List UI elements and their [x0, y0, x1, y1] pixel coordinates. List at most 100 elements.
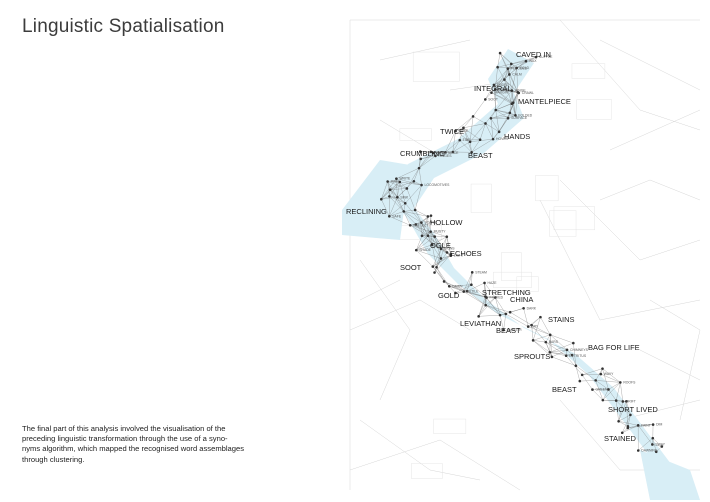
network-edge	[403, 203, 406, 212]
network-edge	[618, 421, 628, 427]
major-word-label: STRETCHING	[482, 288, 531, 297]
network-edge	[627, 425, 639, 429]
network-node	[517, 91, 521, 95]
network-edge	[510, 308, 524, 313]
network-edge	[416, 235, 429, 251]
building-outline	[412, 51, 460, 82]
network-edge	[434, 236, 442, 259]
network-edge	[616, 400, 619, 422]
network-edge	[396, 167, 420, 179]
network-edge	[421, 216, 429, 236]
network-edge	[485, 123, 500, 132]
network-node	[651, 423, 655, 426]
network-edge	[427, 235, 442, 249]
network-edge	[389, 196, 406, 204]
network-node	[408, 223, 412, 227]
network-node	[617, 419, 620, 423]
network-node	[508, 310, 512, 314]
major-word-label: BEAST	[496, 326, 521, 335]
network-edge	[490, 112, 510, 119]
network-edge	[495, 67, 498, 90]
network-edge	[513, 102, 516, 116]
network-edge	[459, 140, 472, 153]
network-edge	[545, 341, 567, 356]
minor-word-label: LOCOMOTIVES	[425, 183, 451, 187]
network-edge	[434, 258, 442, 273]
network-node	[429, 214, 433, 217]
network-edge	[397, 188, 407, 198]
network-node	[445, 251, 449, 254]
network-edge	[455, 127, 464, 132]
network-edge	[421, 215, 432, 223]
network-node	[417, 166, 421, 170]
minor-word-label: RISE	[391, 180, 400, 184]
network-edge	[499, 53, 510, 75]
network-edge	[492, 118, 509, 140]
network-edge	[485, 109, 496, 124]
network-edge	[508, 115, 516, 119]
network-node	[578, 379, 582, 383]
network-edge	[626, 401, 631, 415]
network-node	[430, 243, 434, 247]
network-edge	[387, 181, 391, 190]
network-edge	[525, 56, 537, 62]
network-node	[419, 157, 423, 161]
network-edge	[433, 151, 453, 154]
river-band	[388, 49, 674, 468]
network-edge	[592, 389, 603, 401]
network-edge	[471, 139, 481, 153]
minor-word-label: SCARS	[424, 221, 436, 225]
caption-line: nyms algorithm, which mapped the recogni…	[22, 444, 245, 454]
network-edge	[602, 389, 609, 401]
network-node	[515, 66, 518, 70]
network-edge	[510, 312, 532, 326]
network-edge	[452, 141, 471, 153]
network-edge	[491, 92, 514, 103]
network-edge	[459, 127, 464, 141]
network-edge	[420, 152, 446, 160]
network-edge	[545, 334, 551, 343]
network-edge	[531, 325, 546, 343]
network-node	[396, 195, 399, 199]
network-edge	[504, 79, 512, 104]
minor-word-label: HOVER	[496, 137, 509, 141]
caption-line: preceding linguistic transformation thro…	[22, 434, 228, 444]
network-node	[619, 381, 622, 384]
network-edge	[403, 211, 428, 217]
network-node	[387, 214, 391, 218]
network-edge	[484, 282, 496, 298]
minor-word-label: FLOODED	[511, 67, 528, 71]
network-node	[388, 195, 391, 198]
network-edge	[490, 115, 516, 119]
network-edge	[416, 249, 441, 259]
network-node	[435, 265, 438, 269]
network-edge	[516, 67, 518, 93]
network-node	[395, 177, 398, 180]
major-word-label: CRUMBLING	[400, 149, 445, 158]
building-outline	[433, 418, 467, 434]
network-edge	[549, 352, 567, 356]
network-node	[614, 399, 618, 402]
network-edge	[403, 209, 416, 212]
network-node	[484, 98, 487, 101]
network-edge	[463, 116, 474, 128]
network-node	[429, 230, 432, 233]
network-edge	[533, 340, 546, 343]
network-edge	[533, 340, 550, 353]
network-edge	[627, 414, 631, 427]
network-node	[447, 284, 451, 288]
minor-word-label: SIGNS	[444, 247, 455, 251]
minor-word-label: MUSTY	[434, 230, 447, 234]
network-node	[599, 372, 603, 376]
network-edge	[444, 281, 468, 292]
network-node	[433, 235, 437, 238]
network-node	[462, 126, 465, 130]
network-node	[506, 116, 510, 120]
network-edge	[575, 365, 596, 381]
minor-word-label: DARK	[527, 306, 537, 310]
map-line	[359, 419, 481, 481]
building-outline	[411, 463, 443, 479]
network-node	[591, 388, 594, 391]
network-edge	[399, 181, 422, 186]
network-node	[550, 355, 554, 359]
